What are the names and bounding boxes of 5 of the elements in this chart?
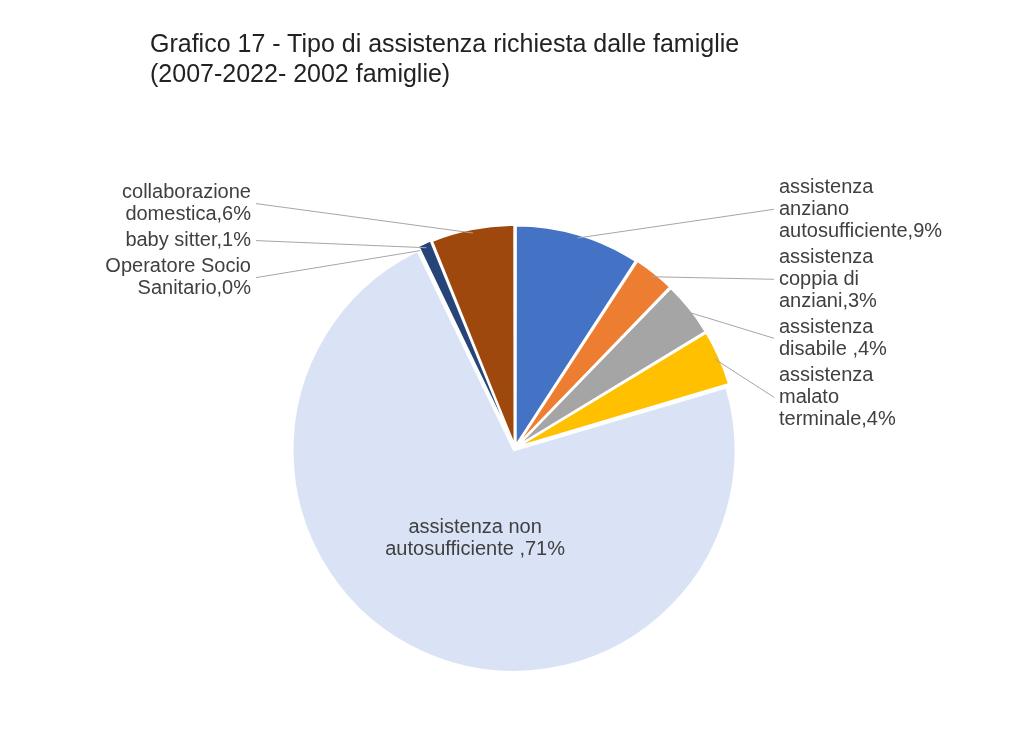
slice-label: assistenza non autosufficiente ,71% xyxy=(385,514,566,559)
category-label: Operatore Socio Sanitario,0% xyxy=(105,254,251,299)
slice-label: baby sitter,1% xyxy=(125,228,252,251)
slice-label: assistenza malato terminale,4% xyxy=(779,362,896,429)
chart-title: Grafico 17 - Tipo di assistenza richiesta dalle famiglie (2007-2022- 2002 famiglie) xyxy=(150,28,741,88)
